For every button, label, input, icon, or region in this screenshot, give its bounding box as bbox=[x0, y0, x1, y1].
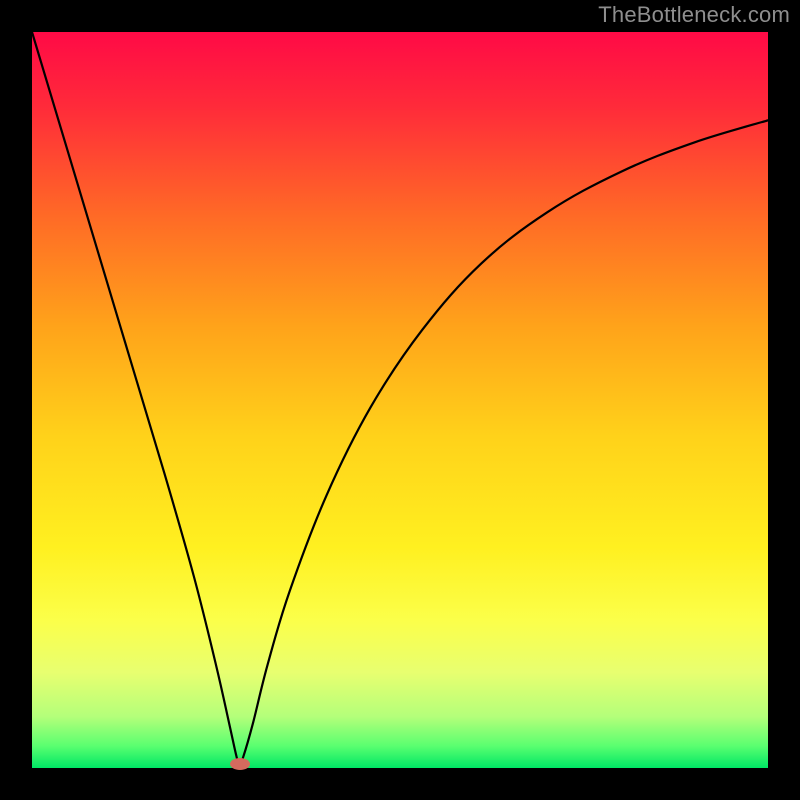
chart-root: TheBottleneck.com bbox=[0, 0, 800, 800]
plot-area bbox=[32, 32, 768, 768]
bottleneck-curve bbox=[32, 32, 768, 764]
watermark-text: TheBottleneck.com bbox=[598, 2, 790, 28]
minimum-marker bbox=[230, 758, 250, 770]
curve-layer bbox=[32, 32, 768, 768]
